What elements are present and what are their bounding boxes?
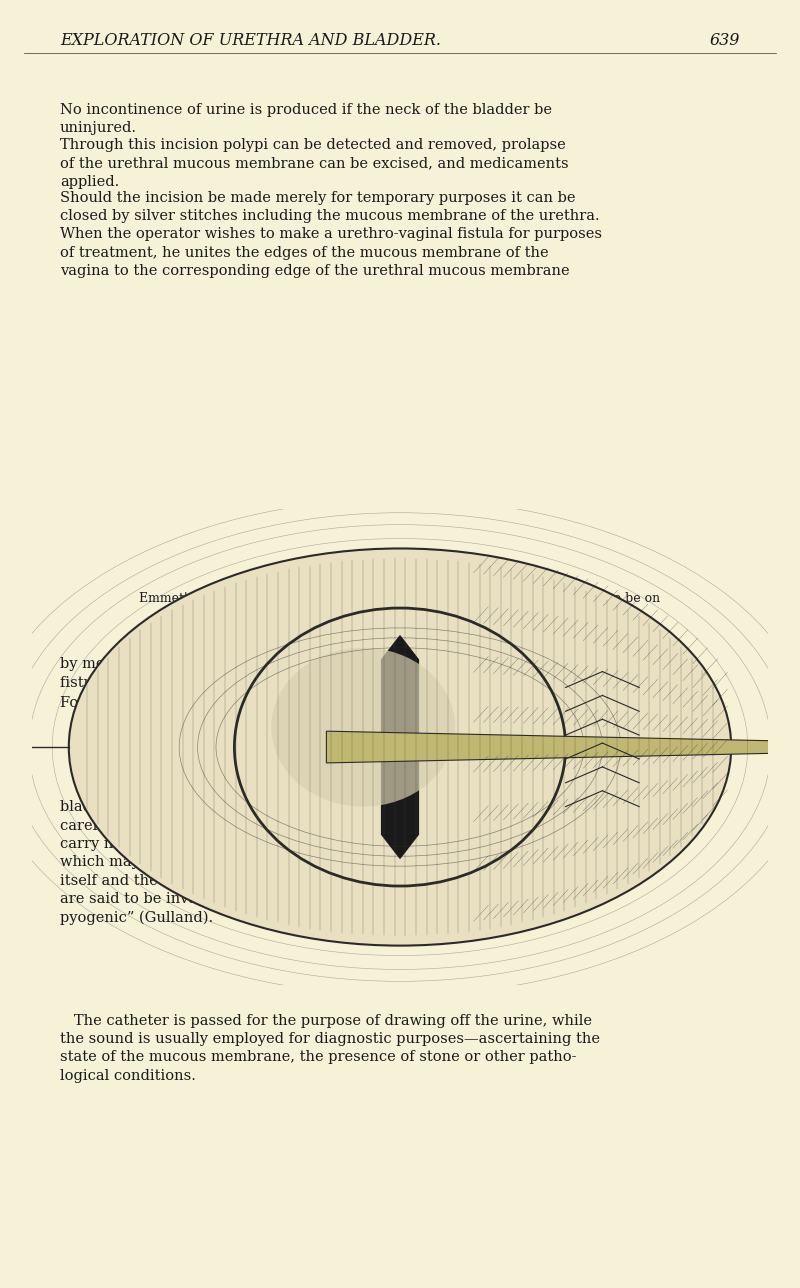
- Text: No incontinence of urine is produced if the neck of the bladder be
uninjured.: No incontinence of urine is produced if …: [60, 103, 552, 135]
- Polygon shape: [326, 732, 786, 762]
- Polygon shape: [382, 636, 418, 858]
- Ellipse shape: [271, 648, 455, 806]
- Text: Emmet's Button-Hole Operation on the Urethra :  the patient is supposed to be on: Emmet's Button-Hole Operation on the Ure…: [139, 592, 661, 622]
- Text: Through this incision polypi can be detected and removed, prolapse
of the urethr: Through this incision polypi can be dete…: [60, 138, 569, 188]
- Text: A. By Catheter and Sound.: A. By Catheter and Sound.: [302, 756, 498, 770]
- Text: Should the incision be made merely for temporary purposes it can be
closed by si: Should the incision be made merely for t…: [60, 191, 602, 278]
- Text: Preliminaries.   No instrumental investigation of the urethra and
bladder is to : Preliminaries. No instrumental investiga…: [60, 782, 581, 925]
- Text: EXPLORATION OF URETHRA AND BLADDER.: EXPLORATION OF URETHRA AND BLADDER.: [60, 32, 441, 49]
- Ellipse shape: [69, 549, 731, 945]
- Text: by means of catgut or silk (Button-hole operation—fig. 333).   This
fistula can : by means of catgut or silk (Button-hole …: [60, 657, 553, 689]
- Text: The catheter is passed for the purpose of drawing off the urine, while
the sound: The catheter is passed for the purpose o…: [60, 1014, 600, 1083]
- Text: For dilatation by Simon’s specula, see page 641.: For dilatation by Simon’s specula, see p…: [60, 696, 420, 710]
- Text: Fig. 333.: Fig. 333.: [367, 571, 433, 585]
- Text: 639: 639: [710, 32, 740, 49]
- Text: METHODS OF EXPLORING THE BLADDER.: METHODS OF EXPLORING THE BLADDER.: [244, 732, 556, 746]
